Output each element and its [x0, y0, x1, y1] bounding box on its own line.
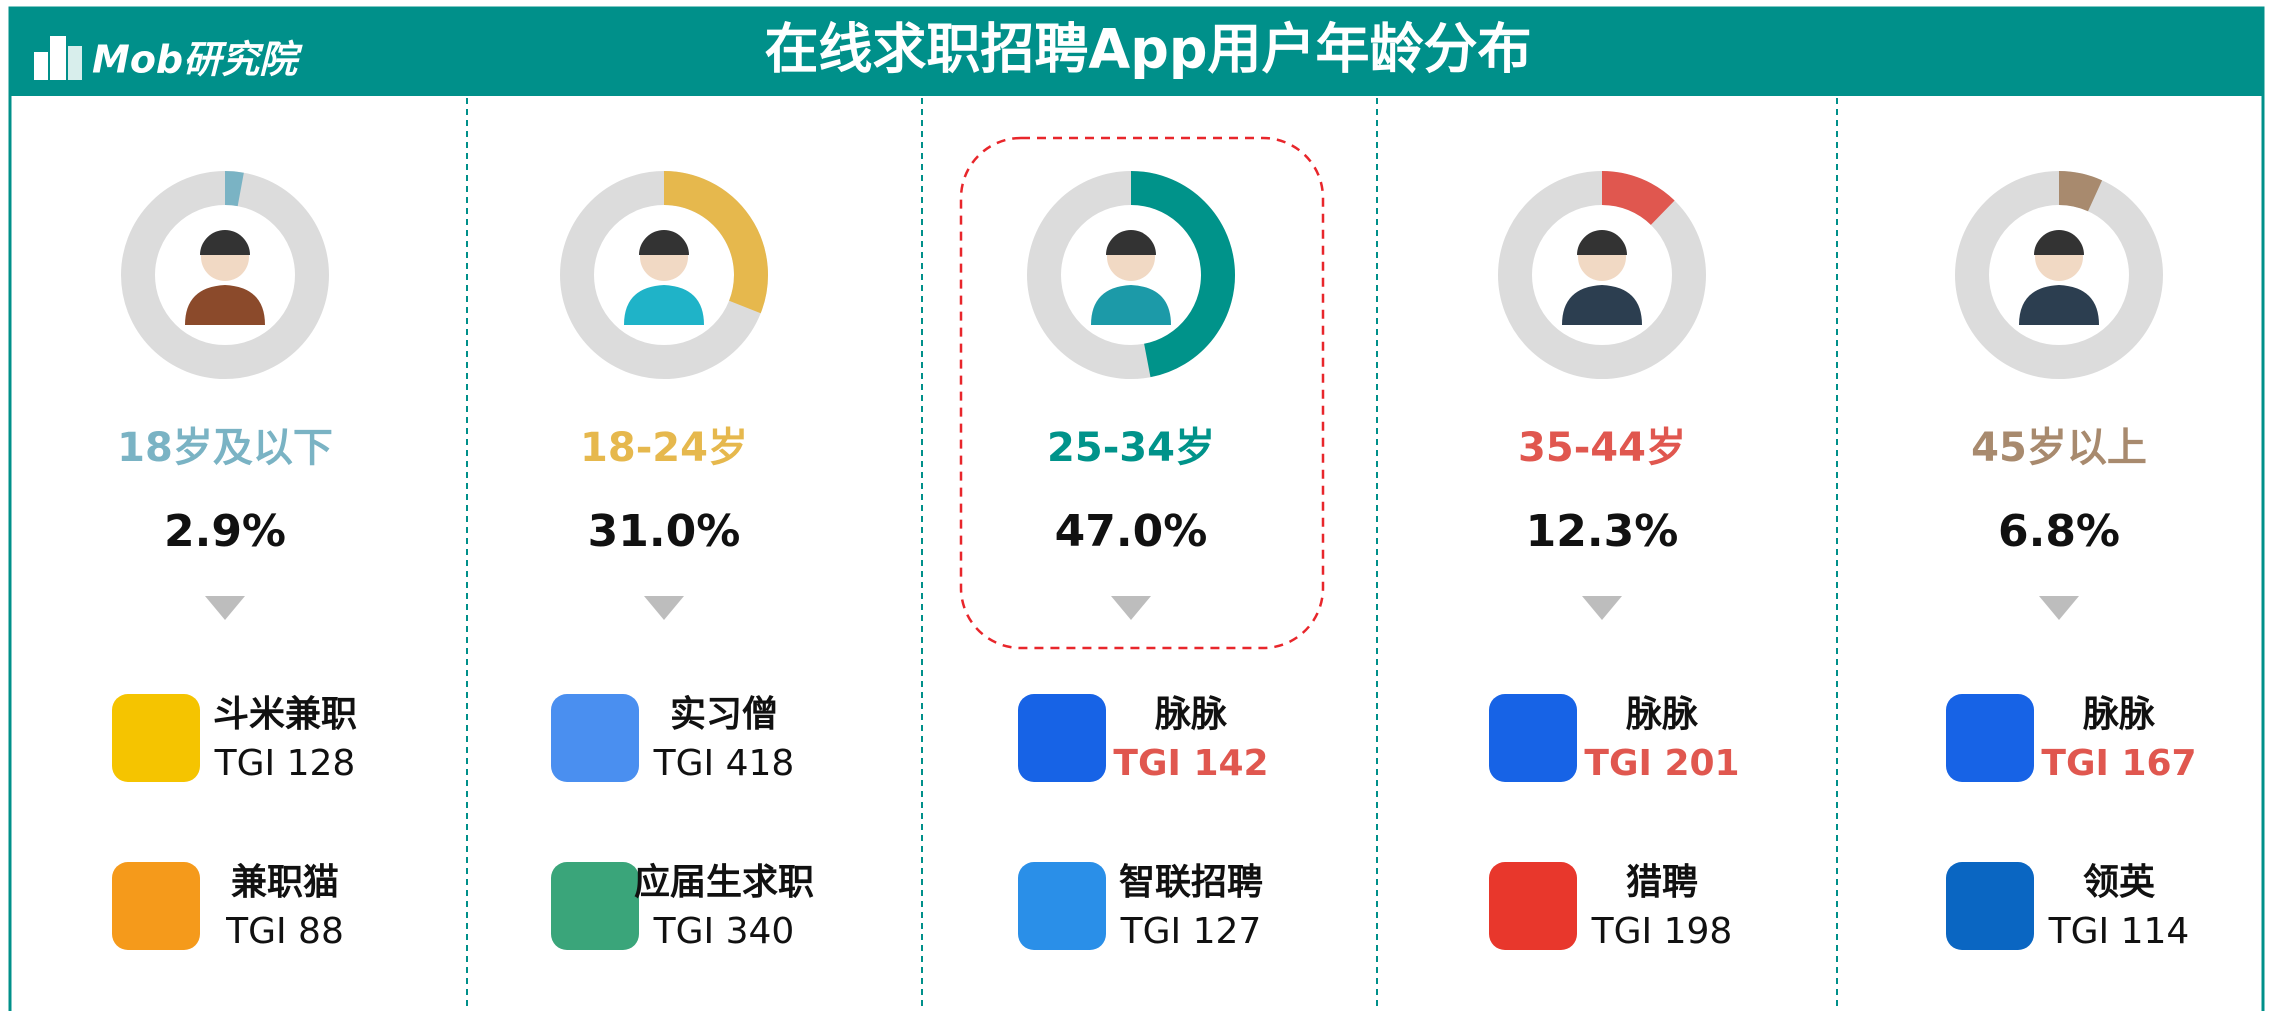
app-name: 领英	[2083, 862, 2156, 903]
app-tgi: TGI 167	[2041, 743, 2196, 784]
app-name: 智联招聘	[1119, 862, 1263, 903]
arrow-down	[205, 596, 245, 620]
percent-label: 47.0%	[1055, 506, 1208, 557]
app-name: 脉脉	[1626, 694, 1699, 735]
arrow-down	[644, 596, 684, 620]
percent-label: 2.9%	[164, 506, 286, 557]
age-label: 45岁以上	[1971, 425, 2147, 471]
app-tgi: TGI 198	[1591, 911, 1733, 952]
avatar-hair	[639, 230, 689, 255]
donut-arc	[2059, 188, 2095, 196]
arrow-down	[2039, 596, 2079, 620]
age-label: 18岁及以下	[117, 425, 333, 471]
avatar-hair	[2034, 230, 2084, 255]
app-icon	[1489, 694, 1577, 782]
avatar-body	[624, 285, 704, 325]
app-icon	[1946, 694, 2034, 782]
app-name: 猎聘	[1626, 862, 1698, 903]
percent-label: 31.0%	[588, 506, 741, 557]
app-icon	[112, 694, 200, 782]
logo: Mob研究院	[92, 38, 303, 82]
app-tgi: TGI 88	[225, 911, 344, 952]
avatar-hair	[1106, 230, 1156, 255]
avatar-hair	[1577, 230, 1627, 255]
app-name: 斗米兼职	[213, 694, 357, 735]
app-icon	[1946, 862, 2034, 950]
app-name: 脉脉	[2083, 694, 2156, 735]
age-label: 35-44岁	[1518, 425, 1686, 471]
age-label: 25-34岁	[1047, 425, 1215, 471]
app-tgi: TGI 128	[214, 743, 356, 784]
app-icon	[551, 862, 639, 950]
app-tgi: TGI 114	[2048, 911, 2190, 952]
avatar-hair	[200, 230, 250, 255]
app-tgi: TGI 418	[653, 743, 795, 784]
app-name: 兼职猫	[231, 862, 339, 903]
avatar-body	[1091, 285, 1171, 325]
percent-label: 6.8%	[1998, 506, 2120, 557]
donut-arc	[1602, 188, 1663, 213]
avatar-body	[185, 285, 265, 325]
donut-arc	[225, 188, 241, 189]
app-tgi: TGI 127	[1120, 911, 1262, 952]
app-name: 应届生求职	[634, 862, 814, 903]
app-name: 脉脉	[1155, 694, 1228, 735]
infographic: Mob研究院 在线求职招聘App用户年龄分布 18岁及以下 2.9% 斗米兼职 TGI…	[0, 0, 2273, 1011]
app-icon	[112, 862, 200, 950]
app-tgi: TGI 201	[1584, 743, 1739, 784]
app-icon	[1489, 862, 1577, 950]
avatar-body	[2019, 285, 2099, 325]
avatar-body	[1562, 285, 1642, 325]
arrow-down	[1111, 596, 1151, 620]
percent-label: 12.3%	[1526, 506, 1679, 557]
arrow-down	[1582, 596, 1622, 620]
app-icon	[1018, 862, 1106, 950]
title: 在线求职招聘App用户年龄分布	[764, 18, 1531, 81]
age-label: 18-24岁	[580, 425, 748, 471]
app-icon	[551, 694, 639, 782]
app-tgi: TGI 340	[653, 911, 795, 952]
app-tgi: TGI 142	[1113, 743, 1268, 784]
highlight-box	[961, 138, 1323, 648]
app-name: 实习僧	[670, 694, 778, 735]
app-icon	[1018, 694, 1106, 782]
